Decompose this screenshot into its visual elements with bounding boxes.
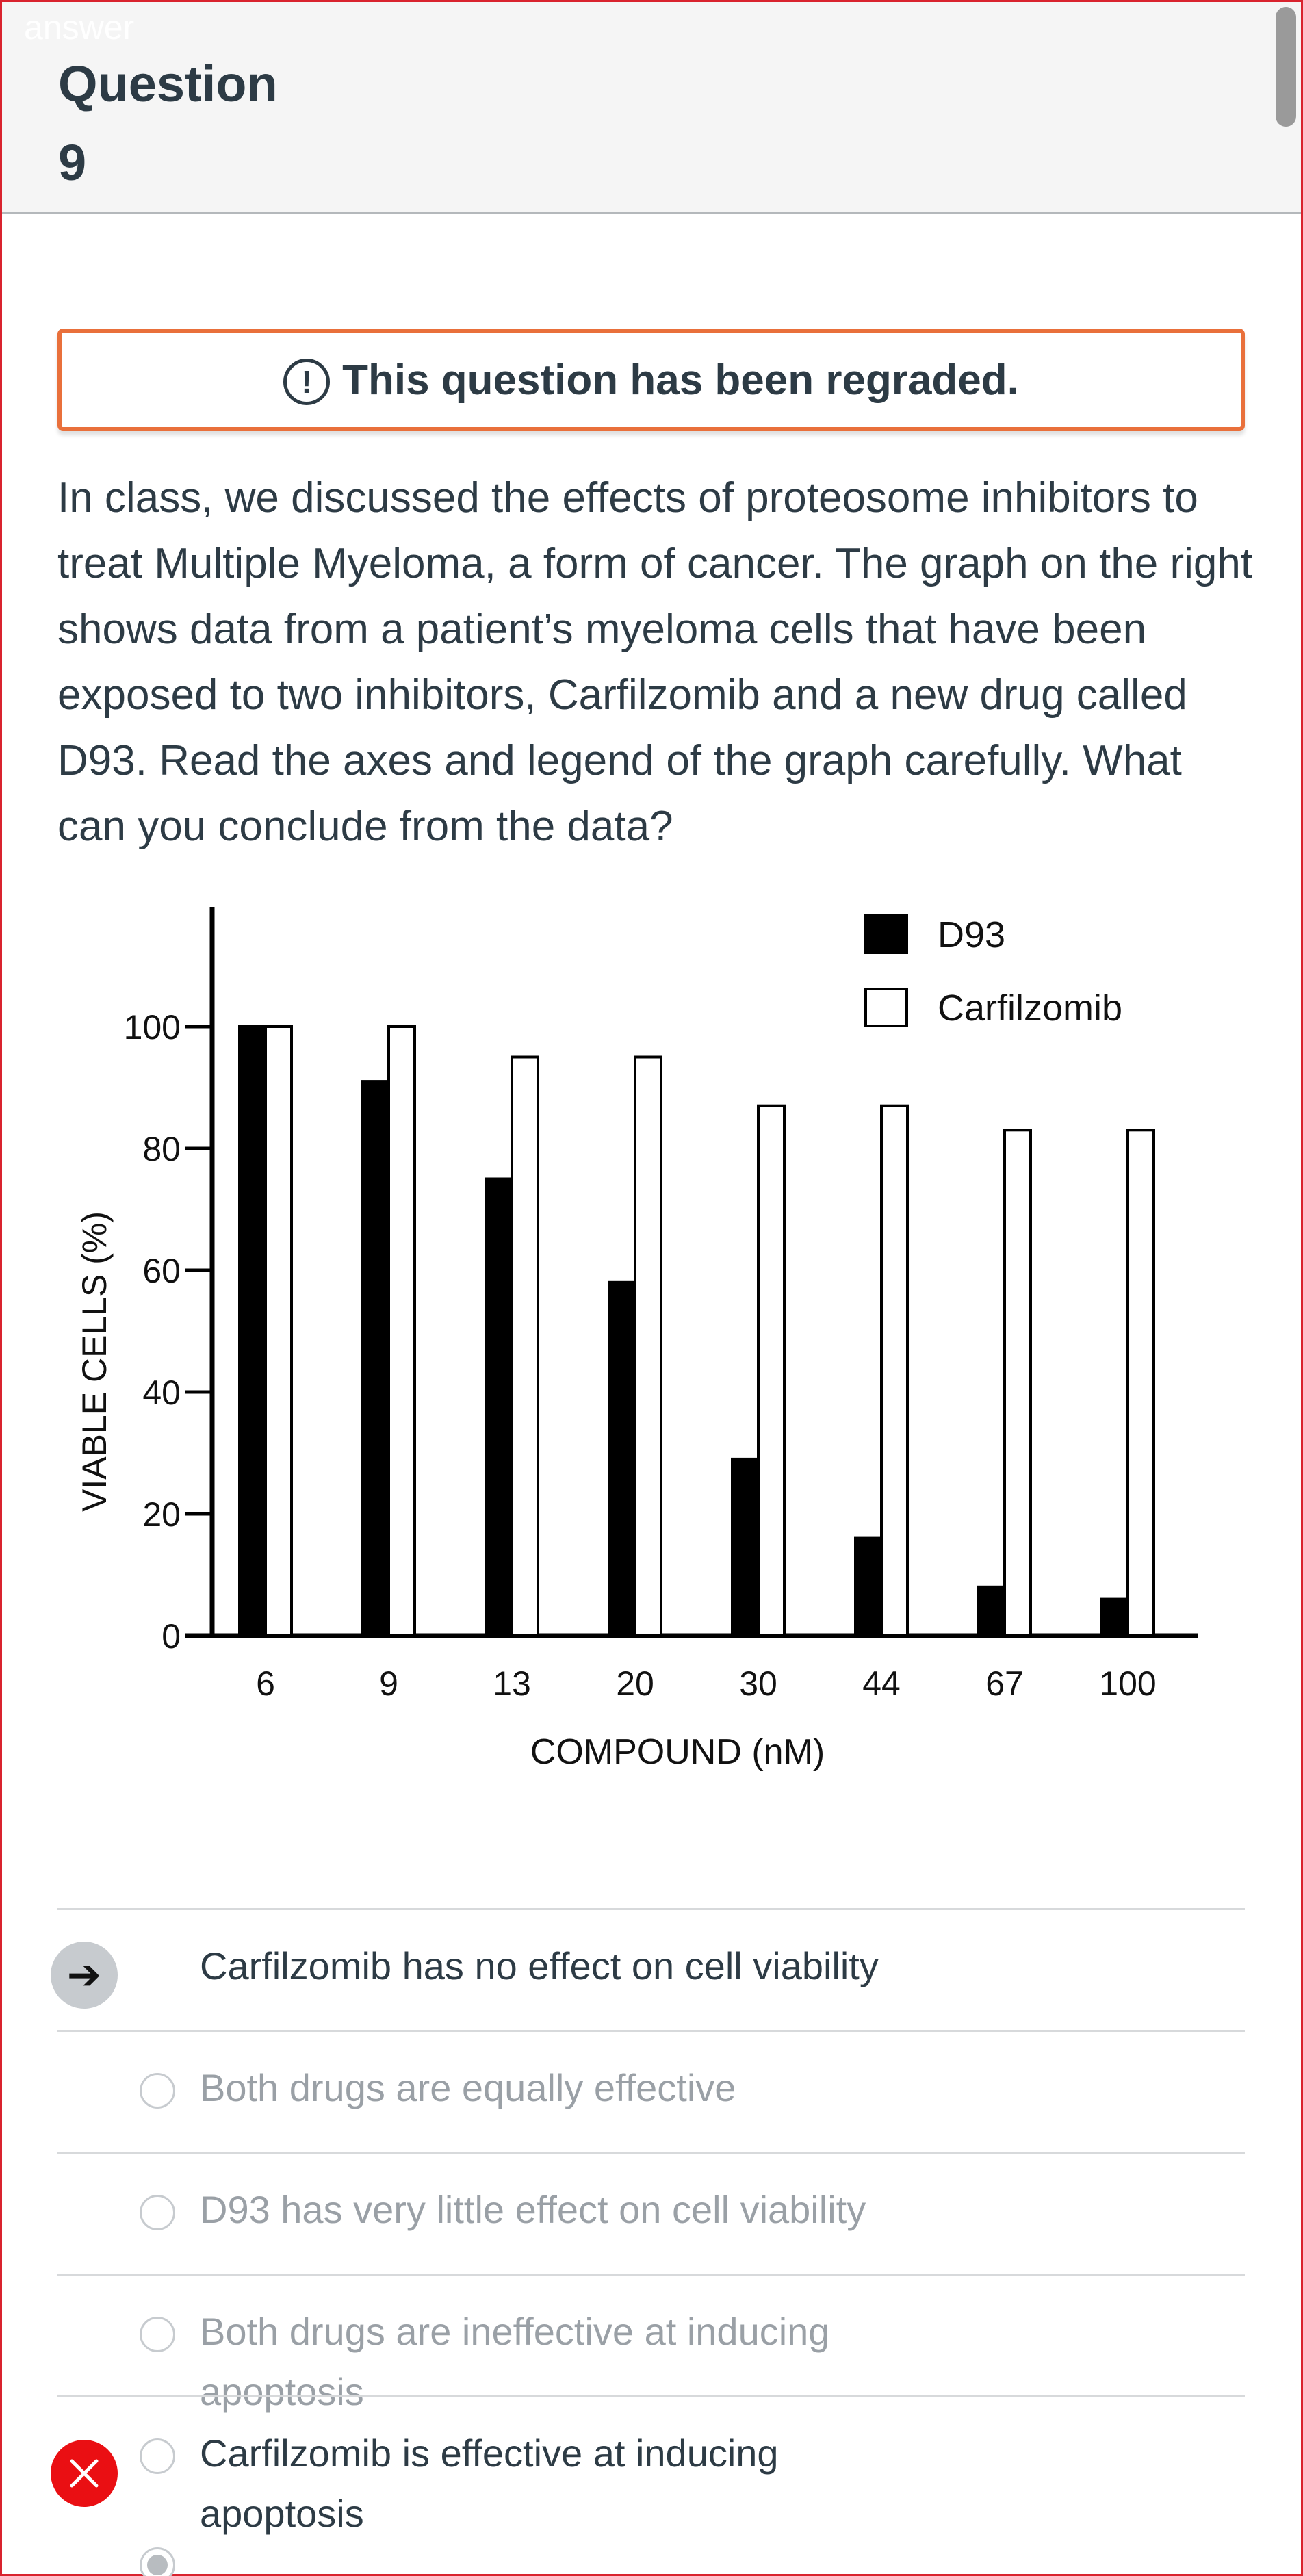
regrade-notice-text: This question has been regraded. [342,356,1019,404]
legend-swatch [864,914,908,954]
d93-bar [608,1280,636,1637]
answer-option[interactable]: Carfilzomib is effective at inducing apo… [51,2395,1245,2535]
x-tick-label: 6 [256,1664,275,1703]
d93-bar [361,1080,390,1638]
corner-label: answer [24,8,135,47]
answer-label: Both drugs are ineffective at inducing a… [200,2310,830,2413]
question-title: Question 9 [58,55,278,191]
carfilzomib-bar [1126,1129,1155,1637]
answer-radio[interactable] [140,2317,175,2352]
answer-label: Carfilzomib is effective at inducing apo… [200,2432,779,2535]
x-tick-label: 30 [739,1664,777,1703]
carfilzomib-bar [880,1104,909,1637]
d93-bar [854,1536,883,1637]
answer-radio[interactable] [140,2438,175,2474]
question-header: answer Question 9 [2,2,1301,214]
y-tick-label: 0 [162,1617,181,1656]
legend-swatch [864,988,908,1027]
answer-radio[interactable] [140,2547,175,2576]
scrollbar-thumb[interactable] [1276,7,1296,127]
d93-bar [1100,1597,1129,1637]
d93-bar [731,1457,760,1638]
close-icon [51,2440,118,2507]
radio-dot [147,2555,168,2575]
d93-bar [485,1177,513,1637]
answer-option[interactable]: ➔ Carfilzomib has no effect on cell viab… [51,1908,1245,2030]
y-tick-label: 80 [142,1130,181,1168]
d93-bar [238,1025,267,1637]
x-axis-title: COMPOUND (nM) [530,1732,825,1772]
carfilzomib-bar [511,1055,539,1637]
answer-radio[interactable] [140,2073,175,2109]
answer-list: ➔ Carfilzomib has no effect on cell viab… [51,1908,1245,2535]
arrow-right-icon: ➔ [51,1942,118,2009]
answer-option[interactable]: D93 has very little effect on cell viabi… [57,2152,1245,2274]
x-tick-label: 20 [616,1664,654,1703]
answer-label: D93 has very little effect on cell viabi… [200,2188,866,2231]
question-text: In class, we discussed the effects of pr… [57,474,1253,850]
answer-label: Carfilzomib has no effect on cell viabil… [200,1944,879,1987]
answer-option[interactable]: Both drugs are ineffective at inducing a… [57,2274,1245,2413]
answer-option[interactable]: Both drugs are equally effective [57,2030,1245,2152]
answer-label: Both drugs are equally effective [200,2066,736,2109]
x-tick-label: 100 [1099,1664,1156,1703]
viability-chart: 0 20 40 60 80 100 6 9 13 20 30 44 67 100 COMPOUND (nM)… [55,890,1232,1793]
y-tick-label: 60 [142,1252,181,1290]
y-tick-label: 40 [142,1374,181,1412]
answer-radio[interactable] [140,2195,175,2230]
y-tick-label: 100 [124,1008,181,1046]
carfilzomib-bar [634,1055,662,1637]
bar-chart-svg: 0 20 40 60 80 100 6 9 13 20 30 44 67 100 COMPOUND (nM)… [75,907,1198,1772]
legend-label: D93 [938,914,1005,955]
carfilzomib-bar [387,1025,416,1637]
y-axis-title: VIABLE CELLS (%) [75,1211,114,1512]
carfilzomib-bar [1003,1129,1032,1637]
regrade-notice: ! This question has been regraded. [57,329,1245,431]
legend-label: Carfilzomib [938,988,1122,1029]
x-tick-label: 13 [493,1664,531,1703]
carfilzomib-bar [264,1025,293,1637]
d93-bar [977,1585,1006,1637]
x-tick-label: 9 [379,1664,398,1703]
carfilzomib-bar [757,1104,786,1637]
exclamation-circle-icon: ! [283,359,331,405]
y-tick-label: 20 [142,1495,181,1534]
x-tick-label: 44 [862,1664,901,1703]
x-tick-label: 67 [985,1664,1024,1703]
